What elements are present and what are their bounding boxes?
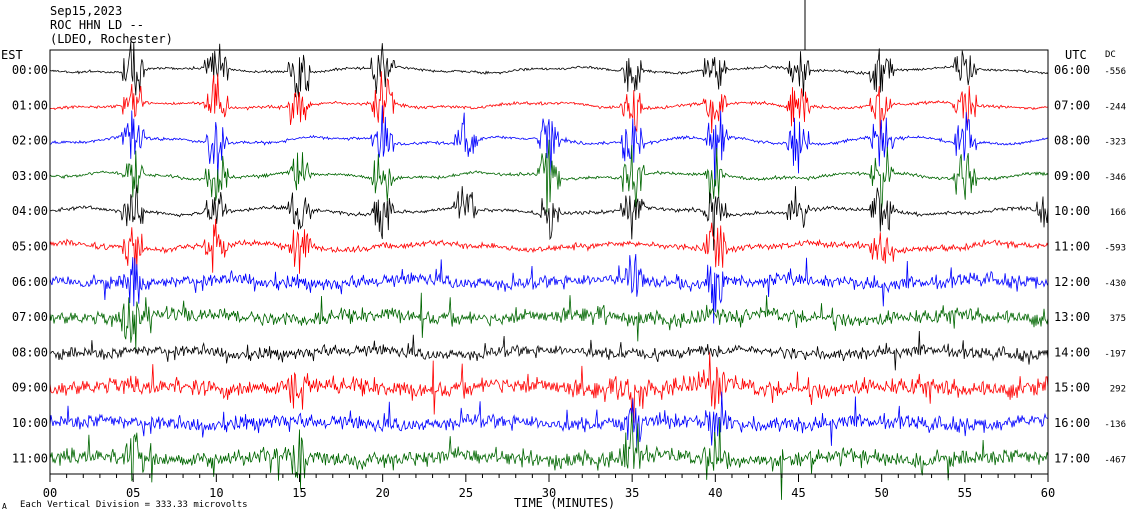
dc-value: -593 — [1104, 244, 1126, 254]
left-axis-title: EST — [1, 48, 23, 62]
header-date: Sep15,2023 — [50, 4, 123, 18]
utc-label: 16:00 — [1054, 416, 1090, 430]
header-station: ROC HHN LD -- — [50, 18, 144, 32]
utc-label: 10:00 — [1054, 204, 1090, 218]
utc-label: 13:00 — [1054, 310, 1090, 324]
x-tick-label: 50 — [874, 486, 888, 500]
dc-value: -467 — [1104, 455, 1126, 465]
x-tick-label: 45 — [791, 486, 805, 500]
utc-label: 14:00 — [1054, 345, 1090, 359]
dc-value: -430 — [1104, 279, 1126, 289]
x-tick-label: 15 — [292, 486, 306, 500]
plot-frame — [49, 49, 1049, 475]
est-label: 10:00 — [12, 416, 48, 430]
footer-mark: A — [2, 502, 7, 511]
trace-0500 — [49, 218, 1049, 274]
dc-value: -346 — [1104, 173, 1126, 183]
header-source: (LDEO, Rochester) — [50, 32, 173, 46]
x-tick-label: 35 — [625, 486, 639, 500]
utc-label: 06:00 — [1054, 63, 1090, 77]
trace-0400 — [49, 184, 1049, 251]
est-label: 04:00 — [12, 204, 48, 218]
utc-label: 15:00 — [1054, 381, 1090, 395]
dc-value: 375 — [1110, 314, 1126, 324]
est-label: 09:00 — [12, 381, 48, 395]
trace-1000 — [49, 391, 1049, 450]
x-tick-label: 60 — [1041, 486, 1055, 500]
utc-label: 17:00 — [1054, 451, 1090, 465]
trace-0600 — [49, 253, 1049, 324]
dc-value: -136 — [1104, 420, 1126, 430]
dc-title: DC — [1105, 50, 1116, 60]
est-label: 11:00 — [12, 451, 48, 465]
dc-value: -197 — [1104, 349, 1126, 359]
utc-label: 09:00 — [1054, 169, 1090, 183]
utc-label: 12:00 — [1054, 275, 1090, 289]
est-label: 06:00 — [12, 275, 48, 289]
right-axis-title: UTC — [1065, 48, 1087, 62]
trace-0800 — [49, 330, 1049, 371]
trace-0100 — [49, 71, 1048, 140]
x-tick-label: 40 — [708, 486, 722, 500]
x-tick-label: 20 — [375, 486, 389, 500]
dc-value: 166 — [1110, 208, 1126, 218]
trace-0000 — [49, 41, 1049, 98]
est-label: 05:00 — [12, 240, 48, 254]
trace-group — [49, 41, 1049, 500]
dc-value: -323 — [1104, 138, 1126, 148]
trace-1100 — [49, 412, 1049, 500]
est-label: 00:00 — [12, 63, 48, 77]
est-label: 08:00 — [12, 345, 48, 359]
utc-label: 11:00 — [1054, 240, 1090, 254]
x-axis-label: TIME (MINUTES) — [514, 496, 616, 510]
utc-label: 08:00 — [1054, 134, 1090, 148]
est-label: 02:00 — [12, 134, 48, 148]
x-tick-group: 00 05 10 15 20 25 30 35 40 45 50 55 60 — [43, 474, 1055, 500]
dc-value: 292 — [1110, 385, 1126, 395]
x-tick-label: 55 — [958, 486, 972, 500]
est-label: 07:00 — [12, 310, 48, 324]
est-label: 03:00 — [12, 169, 48, 183]
utc-label: 07:00 — [1054, 98, 1090, 112]
dc-value: -556 — [1104, 67, 1126, 77]
est-label: 01:00 — [12, 98, 48, 112]
x-tick-label: 25 — [459, 486, 473, 500]
footer-note: Each Vertical Division = 333.33 microvol… — [20, 500, 248, 510]
x-tick-label: 00 — [43, 486, 57, 500]
x-tick-label: 10 — [209, 486, 223, 500]
trace-0200 — [49, 105, 1049, 187]
trace-0900 — [49, 352, 1049, 423]
trace-0300 — [49, 139, 1049, 213]
x-tick-label: 30 — [542, 486, 556, 500]
x-tick-label: 05 — [126, 486, 140, 500]
dc-value: -244 — [1104, 102, 1126, 112]
row-label-group: 00:00 06:00 -556 01:00 07:00 -244 02:00 08:00 -3… — [12, 63, 1126, 465]
trace-0700 — [49, 292, 1049, 350]
